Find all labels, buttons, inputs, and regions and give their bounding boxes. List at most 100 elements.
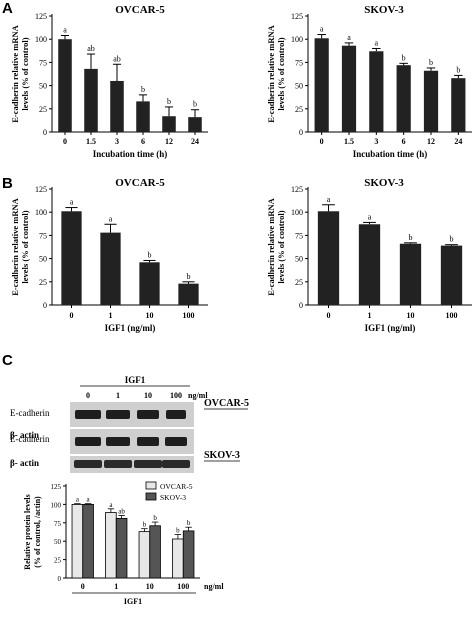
x-axis-label: IGF1 bbox=[124, 597, 142, 606]
y-tick-label: 25 bbox=[39, 105, 47, 114]
significance-letter: a bbox=[320, 25, 324, 34]
x-tick-label: 0 bbox=[327, 311, 331, 320]
y-tick-label: 75 bbox=[54, 520, 62, 528]
y-tick-label: 0 bbox=[299, 128, 303, 137]
chart-title: SKOV-3 bbox=[364, 4, 404, 16]
significance-letter: b bbox=[450, 235, 454, 244]
bar bbox=[172, 538, 184, 579]
panel-letter-b: B bbox=[2, 175, 13, 192]
chart-a-ovcar5: 0 25 50 75 100 125 a 0 ab 1.5 ab 3 b 6 b 12 b 24 OVCAR-5 In… bbox=[10, 4, 208, 159]
blot-band bbox=[134, 460, 162, 468]
legend-label: SKOV-3 bbox=[160, 493, 186, 502]
y-tick-label: 100 bbox=[291, 35, 303, 44]
y-axis-label: E-cadherin relative mRNA bbox=[10, 24, 20, 122]
y-tick-label: 125 bbox=[291, 185, 303, 194]
bar bbox=[317, 211, 340, 305]
x-tick-label: 1.5 bbox=[344, 137, 354, 146]
legend-swatch bbox=[145, 481, 157, 490]
bar bbox=[440, 245, 463, 305]
x-axis-label: IGF1 (ng/ml) bbox=[105, 323, 156, 333]
x-tick-label: 6 bbox=[402, 137, 406, 146]
significance-letter: b bbox=[402, 53, 406, 62]
chart-b-ovcar5: 0 25 50 75 100 125 a 0 a 1 b 10 b 100 OVCAR-5 IGF1 (ng/… bbox=[10, 177, 208, 333]
chart-title: SKOV-3 bbox=[364, 177, 404, 189]
y-tick-label: 100 bbox=[51, 501, 62, 509]
y-axis-label: E-cadherin relative mRNA bbox=[266, 197, 276, 295]
bar bbox=[149, 525, 161, 579]
y-tick-label: 0 bbox=[43, 301, 47, 310]
bar bbox=[61, 211, 82, 305]
bar bbox=[182, 530, 195, 579]
y-tick-label: 25 bbox=[54, 557, 62, 565]
x-tick-label: 1 bbox=[368, 311, 372, 320]
blot-bands bbox=[75, 410, 186, 419]
significance-letter: a bbox=[63, 25, 67, 34]
x-unit-label: ng/ml bbox=[204, 582, 224, 591]
significance-letter: b bbox=[193, 100, 197, 109]
blot-band bbox=[106, 437, 130, 446]
blot-row-label: E-cadherin bbox=[10, 408, 50, 418]
blot-dose-10: 10 bbox=[144, 391, 152, 400]
bar bbox=[358, 224, 381, 305]
x-tick-label: 10 bbox=[146, 311, 154, 320]
y-tick-label: 50 bbox=[54, 538, 62, 546]
x-tick-label: 0 bbox=[81, 582, 85, 591]
blot-band bbox=[162, 460, 190, 468]
chart-b-skov3: 0 25 50 75 100 125 a 0 a 1 b 10 b 100 SKOV-3 IGF1 (ng/m… bbox=[266, 177, 472, 333]
x-tick-label: 24 bbox=[191, 137, 199, 146]
y-tick-label: 0 bbox=[299, 301, 303, 310]
y-axis-label: levels (% of control) bbox=[276, 37, 286, 110]
significance-letter: ab bbox=[113, 54, 121, 63]
x-tick-label: 12 bbox=[165, 137, 173, 146]
significance-letter: b bbox=[456, 65, 460, 74]
y-tick-label: 125 bbox=[291, 12, 303, 21]
significance-letter: ab bbox=[87, 44, 95, 53]
significance-letter: a bbox=[87, 496, 91, 504]
y-tick-label: 100 bbox=[35, 208, 47, 217]
y-tick-label: 125 bbox=[51, 483, 62, 491]
significance-letter: b bbox=[143, 521, 147, 529]
bar bbox=[162, 116, 176, 132]
bar bbox=[110, 80, 124, 132]
y-tick-label: 25 bbox=[295, 278, 303, 287]
x-tick-label: 3 bbox=[374, 137, 378, 146]
x-tick-label: 100 bbox=[446, 311, 458, 320]
blot-band bbox=[75, 410, 101, 419]
x-tick-label: 0 bbox=[320, 137, 324, 146]
blot-header: IGF1 bbox=[125, 375, 146, 385]
y-tick-label: 25 bbox=[295, 105, 303, 114]
x-tick-label: 1 bbox=[114, 582, 118, 591]
bar bbox=[71, 503, 84, 579]
bar bbox=[58, 39, 72, 133]
y-tick-label: 75 bbox=[295, 58, 303, 67]
y-tick-label: 75 bbox=[39, 58, 47, 67]
y-tick-label: 25 bbox=[39, 278, 47, 287]
y-tick-label: 75 bbox=[39, 231, 47, 240]
y-axis-label: E-cadherin relative mRNA bbox=[10, 197, 20, 295]
blot-band bbox=[166, 410, 186, 419]
chart-title: OVCAR-5 bbox=[115, 177, 165, 189]
y-tick-label: 100 bbox=[291, 208, 303, 217]
blot-band bbox=[104, 460, 132, 468]
y-axis-label: levels (% of control) bbox=[20, 37, 30, 110]
significance-letter: b bbox=[409, 233, 413, 242]
bar bbox=[178, 283, 199, 305]
y-tick-label: 50 bbox=[295, 82, 303, 91]
y-axis-label: levels (% of control) bbox=[20, 210, 30, 283]
significance-letter: b bbox=[141, 85, 145, 94]
y-axis-label: E-cadherin relative mRNA bbox=[266, 24, 276, 122]
bar bbox=[82, 503, 94, 579]
x-tick-label: 12 bbox=[427, 137, 435, 146]
significance-letter: a bbox=[76, 496, 80, 504]
significance-letter: b bbox=[167, 97, 171, 106]
x-tick-label: 100 bbox=[177, 582, 189, 591]
blot-band bbox=[74, 460, 102, 468]
significance-letter: b bbox=[176, 527, 180, 535]
bar bbox=[369, 51, 384, 132]
panel-letter-a: A bbox=[2, 0, 13, 17]
bar bbox=[451, 78, 466, 132]
bar bbox=[100, 232, 121, 305]
significance-letter: b bbox=[187, 519, 191, 527]
